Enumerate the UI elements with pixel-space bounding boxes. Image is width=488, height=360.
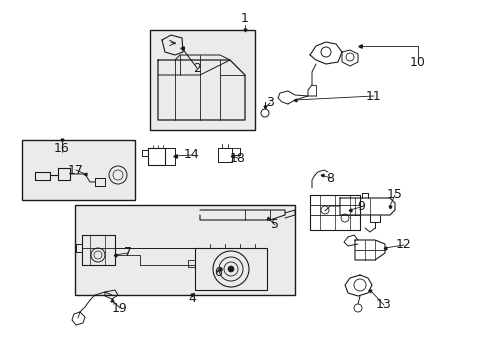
Text: 19: 19 xyxy=(112,302,128,315)
Text: 16: 16 xyxy=(54,141,70,154)
Bar xyxy=(22,140,135,200)
Text: 8: 8 xyxy=(325,171,333,184)
Text: 2: 2 xyxy=(193,62,201,75)
Text: 9: 9 xyxy=(356,201,364,213)
Text: 14: 14 xyxy=(184,148,200,162)
Text: 13: 13 xyxy=(375,298,391,311)
Text: 17: 17 xyxy=(68,163,84,176)
Text: 18: 18 xyxy=(229,152,245,165)
Text: 6: 6 xyxy=(214,266,222,279)
Text: 15: 15 xyxy=(386,189,402,202)
Bar xyxy=(75,205,294,295)
Text: 4: 4 xyxy=(188,292,196,305)
Text: 11: 11 xyxy=(366,90,381,103)
Bar xyxy=(195,248,266,290)
Circle shape xyxy=(227,266,234,272)
Text: 10: 10 xyxy=(409,55,425,68)
Text: 1: 1 xyxy=(241,12,248,24)
Text: 12: 12 xyxy=(395,238,411,252)
Bar xyxy=(150,30,254,130)
Text: 5: 5 xyxy=(270,219,279,231)
Text: 7: 7 xyxy=(124,247,132,260)
Text: 3: 3 xyxy=(265,96,273,109)
